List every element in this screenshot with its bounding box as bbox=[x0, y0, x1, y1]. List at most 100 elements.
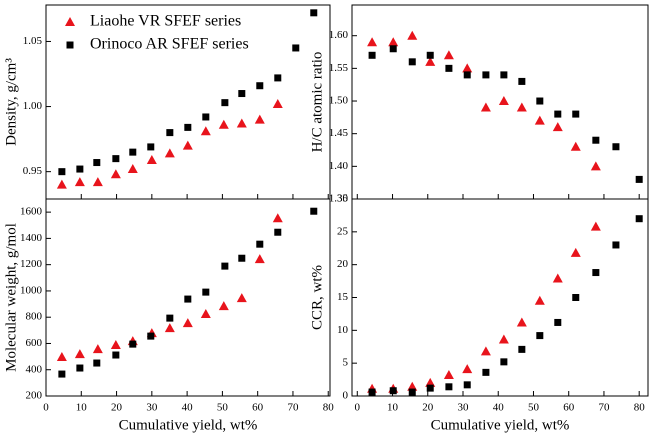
point bbox=[146, 154, 157, 164]
point bbox=[482, 368, 490, 376]
point bbox=[463, 381, 471, 389]
x-tick-label: 0 bbox=[355, 402, 361, 414]
point bbox=[443, 50, 454, 60]
y-tick-label: 1.50 bbox=[329, 95, 349, 107]
x-tick-label: 30 bbox=[146, 402, 158, 414]
point bbox=[76, 364, 84, 372]
point bbox=[56, 351, 67, 361]
point bbox=[516, 317, 527, 327]
point bbox=[218, 301, 229, 311]
x-tick-label: 20 bbox=[422, 402, 434, 414]
point bbox=[200, 126, 211, 136]
point bbox=[518, 77, 526, 85]
point bbox=[272, 98, 283, 108]
x-tick-label: 70 bbox=[287, 402, 299, 414]
y-tick-label: 1.45 bbox=[329, 127, 349, 139]
y-tick-label: 15 bbox=[337, 291, 349, 303]
point bbox=[592, 136, 600, 144]
point bbox=[407, 30, 418, 40]
x-tick-label: 60 bbox=[252, 402, 264, 414]
y-tick-label: 800 bbox=[26, 311, 43, 323]
x-tick-label: 40 bbox=[493, 402, 505, 414]
point bbox=[445, 383, 453, 391]
point bbox=[368, 51, 376, 59]
point bbox=[408, 58, 416, 66]
point bbox=[58, 168, 66, 176]
point bbox=[554, 110, 562, 118]
point bbox=[534, 115, 545, 125]
point bbox=[635, 175, 643, 183]
point bbox=[218, 119, 229, 129]
y-tick-label: 5 bbox=[343, 357, 349, 369]
point bbox=[482, 71, 490, 79]
point bbox=[310, 9, 318, 17]
plot-frame bbox=[351, 4, 649, 200]
point bbox=[74, 177, 85, 187]
point bbox=[56, 179, 67, 189]
point bbox=[200, 309, 211, 319]
point bbox=[76, 165, 84, 173]
point bbox=[388, 37, 399, 47]
x-axis-label: Cumulative yield, wt% bbox=[119, 417, 258, 433]
x-tick-label: 80 bbox=[323, 402, 335, 414]
point bbox=[292, 44, 300, 52]
point bbox=[147, 143, 155, 151]
point bbox=[238, 254, 246, 262]
y-tick-label: 1000 bbox=[20, 284, 43, 296]
point bbox=[110, 340, 121, 350]
point bbox=[462, 63, 473, 73]
point bbox=[590, 221, 601, 231]
point bbox=[93, 359, 101, 367]
y-tick-label: 200 bbox=[26, 390, 43, 402]
y-tick-label: 0 bbox=[343, 390, 349, 402]
point bbox=[554, 318, 562, 326]
point bbox=[368, 388, 376, 396]
point bbox=[202, 288, 210, 296]
y-tick-label: 1.60 bbox=[329, 29, 349, 41]
point bbox=[480, 102, 491, 112]
point bbox=[112, 155, 120, 163]
point bbox=[500, 358, 508, 366]
point bbox=[612, 143, 620, 151]
point bbox=[310, 207, 318, 215]
x-tick-label: 60 bbox=[563, 402, 575, 414]
point bbox=[536, 332, 544, 340]
y-axis-label: CCR, wt% bbox=[309, 265, 325, 330]
point bbox=[612, 241, 620, 249]
legend-label: Orinoco AR SFEF series bbox=[90, 36, 249, 53]
x-tick-label: 50 bbox=[528, 402, 540, 414]
point bbox=[500, 71, 508, 79]
point bbox=[498, 334, 509, 344]
point bbox=[408, 388, 416, 396]
x-tick-label: 70 bbox=[598, 402, 610, 414]
y-tick-label: 0.95 bbox=[23, 165, 43, 177]
point bbox=[92, 177, 103, 187]
point bbox=[129, 340, 137, 348]
x-tick-label: 80 bbox=[634, 402, 646, 414]
point bbox=[129, 148, 137, 156]
point bbox=[274, 228, 282, 236]
point bbox=[480, 346, 491, 356]
point bbox=[534, 295, 545, 305]
point bbox=[112, 351, 120, 359]
x-tick-label: 40 bbox=[182, 402, 194, 414]
legend-marker bbox=[65, 17, 75, 26]
legend-label: Liaohe VR SFEF series bbox=[90, 13, 241, 30]
point bbox=[570, 247, 581, 257]
point bbox=[202, 113, 210, 121]
point bbox=[536, 97, 544, 105]
point bbox=[184, 295, 192, 303]
point bbox=[236, 118, 247, 128]
y-tick-label: 1.55 bbox=[329, 62, 349, 74]
point bbox=[164, 323, 175, 333]
point bbox=[74, 349, 85, 359]
point bbox=[182, 318, 193, 328]
y-tick-label: 1.00 bbox=[23, 100, 43, 112]
point bbox=[498, 96, 509, 106]
point bbox=[518, 345, 526, 353]
point bbox=[407, 381, 418, 391]
x-tick-label: 10 bbox=[387, 402, 399, 414]
y-tick-label: 1400 bbox=[20, 232, 43, 244]
y-tick-label: 10 bbox=[337, 324, 349, 336]
